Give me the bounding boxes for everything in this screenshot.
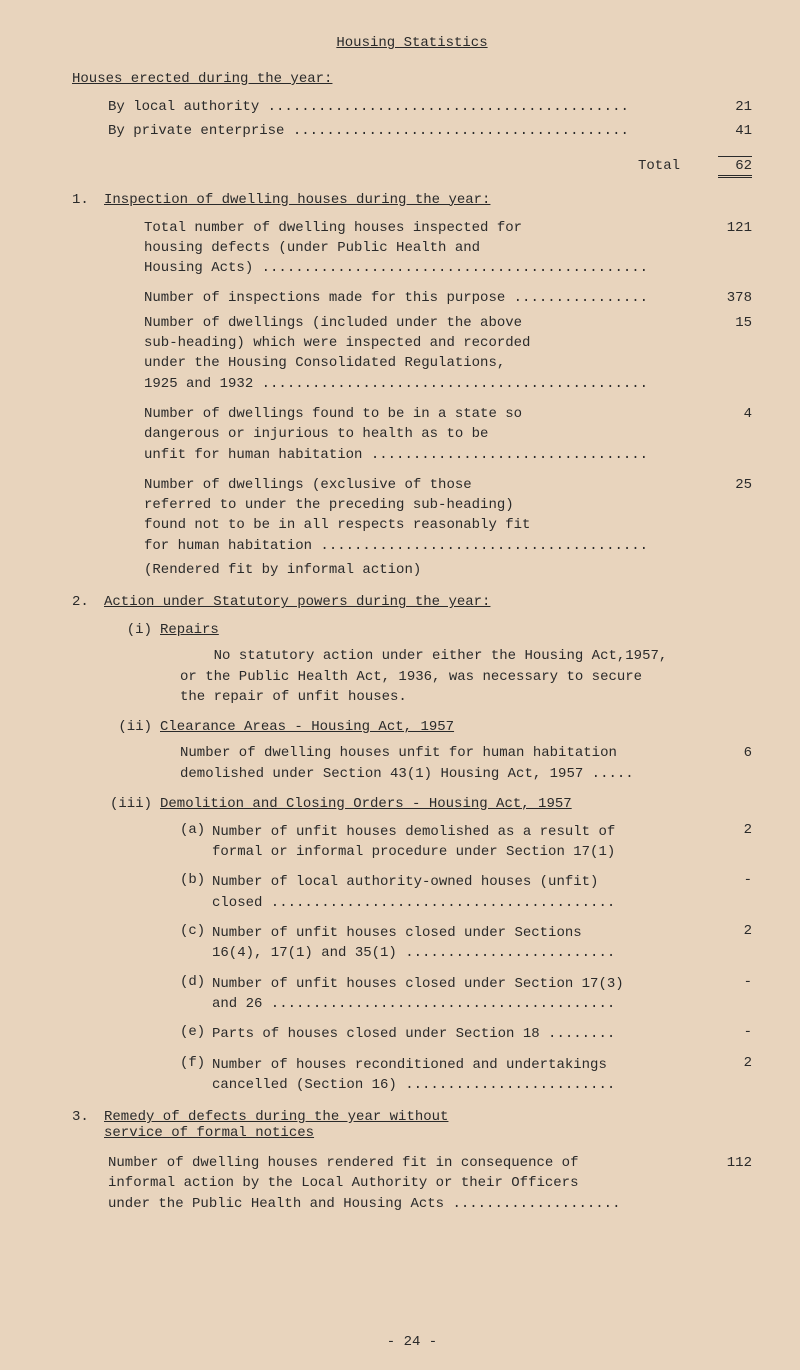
s2-iii-c-value: 2 xyxy=(712,923,752,964)
s2-iii-c-letter: (c) xyxy=(180,923,206,964)
s2-ii-body: Number of dwelling houses unfit for huma… xyxy=(72,743,752,784)
s1-item5: Number of dwellings (exclusive of those … xyxy=(72,475,752,556)
s2-iii-roman: (iii) xyxy=(108,796,152,812)
s2-iii-e-value: - xyxy=(712,1024,752,1044)
row-total: Total 62 xyxy=(72,156,752,178)
s1-item4-label: Number of dwellings found to be in a sta… xyxy=(144,404,692,465)
s2-iii-b-text: Number of local authority-owned houses (… xyxy=(212,872,712,913)
s1-item2-label: Number of inspections made for this purp… xyxy=(144,288,692,308)
s1-item2: Number of inspections made for this purp… xyxy=(72,288,752,308)
section-3-header: 3. Remedy of defects during the year wit… xyxy=(72,1109,752,1141)
section-1-header: 1. Inspection of dwelling houses during … xyxy=(72,192,752,208)
section-2-number: 2. xyxy=(72,594,96,610)
page: Housing Statistics Houses erected during… xyxy=(0,0,800,1370)
label-local-authority: By local authority .....................… xyxy=(108,97,692,117)
s2-iii-d: (d) Number of unfit houses closed under … xyxy=(72,974,752,1015)
section-1-title: Inspection of dwelling houses during the… xyxy=(104,192,490,208)
page-number: - 24 - xyxy=(72,1334,752,1350)
s3-body: Number of dwelling houses rendered fit i… xyxy=(72,1153,752,1214)
section-3-number: 3. xyxy=(72,1109,96,1141)
s2-ii-title: Clearance Areas - Housing Act, 1957 xyxy=(160,719,454,735)
s1-item4: Number of dwellings found to be in a sta… xyxy=(72,404,752,465)
s3-body-label: Number of dwelling houses rendered fit i… xyxy=(108,1153,692,1214)
s2-iii-b-letter: (b) xyxy=(180,872,206,913)
s2-iii-e-letter: (e) xyxy=(180,1024,206,1044)
section-3-title-line1: Remedy of defects during the year withou… xyxy=(104,1109,448,1125)
s1-item3-value: 15 xyxy=(692,315,752,331)
s2-iii-b: (b) Number of local authority-owned hous… xyxy=(72,872,752,913)
s2-iii-b-value: - xyxy=(712,872,752,913)
value-total: 62 xyxy=(692,156,752,178)
s2-iii-e: (e) Parts of houses closed under Section… xyxy=(72,1024,752,1044)
s2-iii-f-value: 2 xyxy=(712,1055,752,1096)
row-local-authority: By local authority .....................… xyxy=(72,97,752,117)
s2-iii-a-text: Number of unfit houses demolished as a r… xyxy=(212,822,712,863)
s2-iii-f: (f) Number of houses reconditioned and u… xyxy=(72,1055,752,1096)
s2-iii-c: (c) Number of unfit houses closed under … xyxy=(72,923,752,964)
s2-iii-title: Demolition and Closing Orders - Housing … xyxy=(160,796,572,812)
s2-ii-roman: (ii) xyxy=(108,719,152,735)
section-2-header: 2. Action under Statutory powers during … xyxy=(72,594,752,610)
s2-i-body: No statutory action under either the Hou… xyxy=(72,646,752,707)
s1-item1: Total number of dwelling houses inspecte… xyxy=(72,218,752,279)
s1-item5-label: Number of dwellings (exclusive of those … xyxy=(144,475,692,556)
s1-item2-value: 378 xyxy=(692,290,752,306)
s1-item5-value: 25 xyxy=(692,477,752,493)
s2-i-roman: (i) xyxy=(108,622,152,638)
s2-iii-a-letter: (a) xyxy=(180,822,206,863)
s2-iii-d-text: Number of unfit houses closed under Sect… xyxy=(212,974,712,1015)
s2-iii-d-value: - xyxy=(712,974,752,1015)
value-local-authority: 21 xyxy=(692,99,752,115)
label-private-enterprise: By private enterprise ..................… xyxy=(108,121,692,141)
value-private-enterprise: 41 xyxy=(692,123,752,139)
s1-item1-label: Total number of dwelling houses inspecte… xyxy=(144,218,692,279)
s2-iii-a-value: 2 xyxy=(712,822,752,863)
s1-item3: Number of dwellings (included under the … xyxy=(72,313,752,394)
section-2-title: Action under Statutory powers during the… xyxy=(104,594,490,610)
s1-item4-value: 4 xyxy=(692,406,752,422)
s2-iii-f-text: Number of houses reconditioned and under… xyxy=(212,1055,712,1096)
label-total: Total xyxy=(72,158,692,174)
s1-item5-note: (Rendered fit by informal action) xyxy=(72,560,752,580)
houses-erected-header: Houses erected during the year: xyxy=(72,71,752,87)
row-private-enterprise: By private enterprise ..................… xyxy=(72,121,752,141)
s2-ii-value: 6 xyxy=(692,745,752,761)
s2-ii-label: Number of dwelling houses unfit for huma… xyxy=(180,743,692,784)
s2-iii-a: (a) Number of unfit houses demolished as… xyxy=(72,822,752,863)
s3-body-value: 112 xyxy=(692,1155,752,1171)
s2-i-header: (i) Repairs xyxy=(72,622,752,638)
s2-iii-c-text: Number of unfit houses closed under Sect… xyxy=(212,923,712,964)
s2-i-title: Repairs xyxy=(160,622,219,638)
section-3-title-line2: service of formal notices xyxy=(104,1125,448,1141)
s2-iii-d-letter: (d) xyxy=(180,974,206,1015)
s2-iii-f-letter: (f) xyxy=(180,1055,206,1096)
s2-iii-e-text: Parts of houses closed under Section 18 … xyxy=(212,1024,712,1044)
section-3-title-block: Remedy of defects during the year withou… xyxy=(104,1109,448,1141)
s1-item1-value: 121 xyxy=(692,220,752,236)
s1-item3-label: Number of dwellings (included under the … xyxy=(144,313,692,394)
s2-iii-header: (iii) Demolition and Closing Orders - Ho… xyxy=(72,796,752,812)
s2-ii-header: (ii) Clearance Areas - Housing Act, 1957 xyxy=(72,719,752,735)
section-1-number: 1. xyxy=(72,192,96,208)
page-title: Housing Statistics xyxy=(72,35,752,51)
